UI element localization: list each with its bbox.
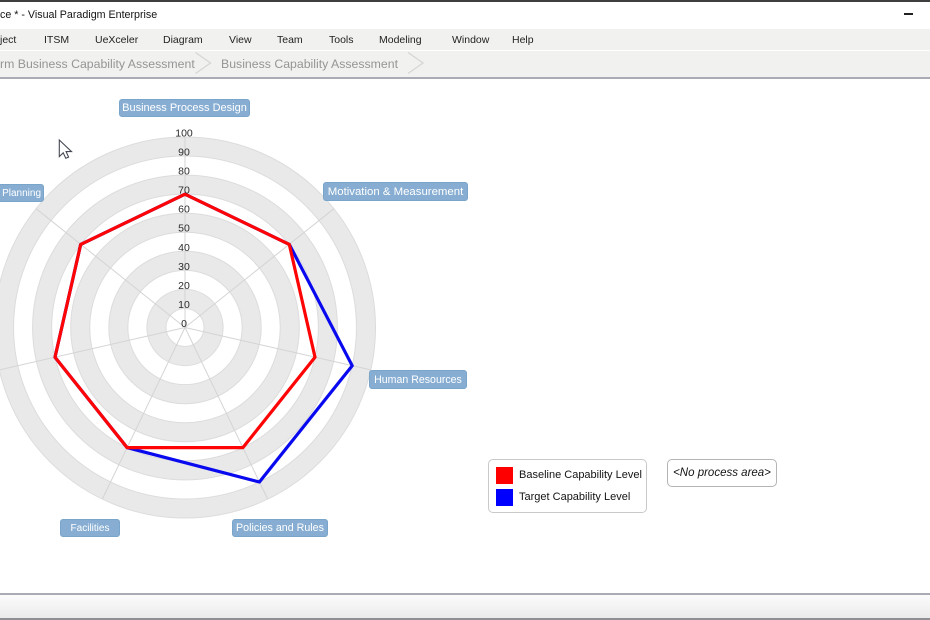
- svg-text:70: 70: [178, 185, 190, 197]
- svg-text:50: 50: [178, 223, 190, 235]
- svg-text:80: 80: [178, 166, 190, 178]
- svg-text:90: 90: [178, 147, 190, 159]
- svg-text:0: 0: [181, 318, 187, 330]
- svg-text:60: 60: [178, 204, 190, 216]
- svg-text:20: 20: [178, 280, 190, 292]
- svg-text:10: 10: [178, 299, 190, 311]
- svg-text:40: 40: [178, 242, 190, 254]
- svg-text:100: 100: [175, 128, 193, 140]
- svg-text:30: 30: [178, 261, 190, 273]
